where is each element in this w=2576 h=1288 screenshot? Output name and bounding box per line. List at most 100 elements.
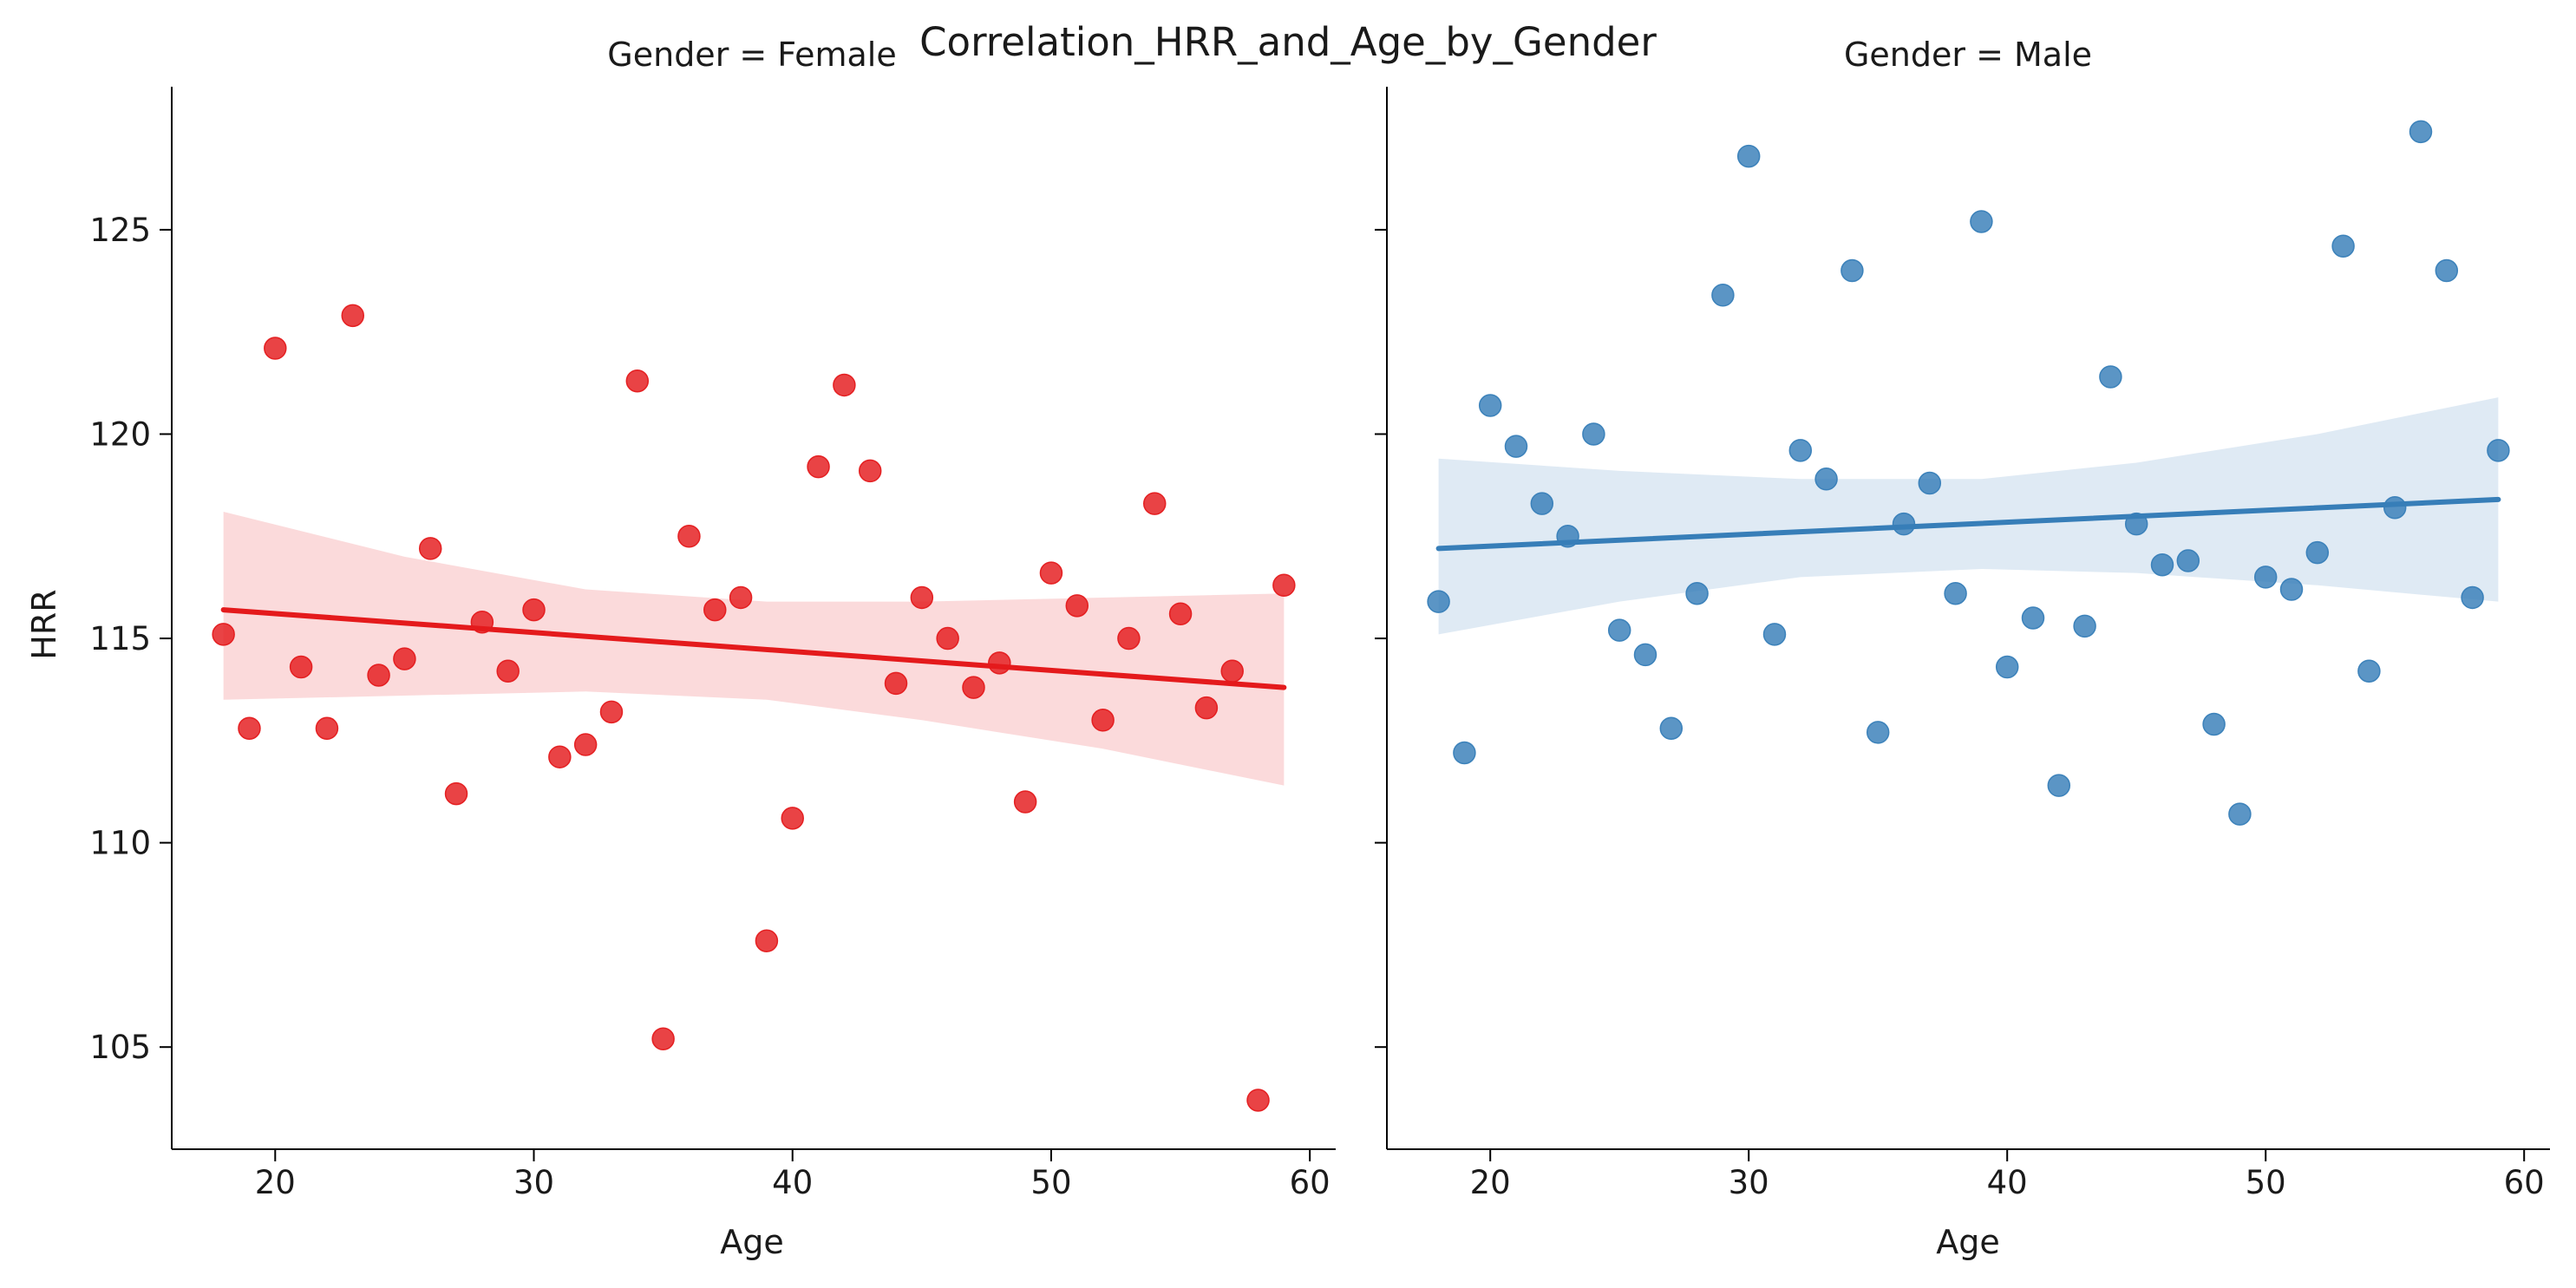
data-point: [1685, 581, 1709, 605]
x-tick-label: 50: [2246, 1164, 2286, 1201]
x-axis-label-male: Age: [1936, 1223, 2000, 1261]
y-tick-label: 125: [89, 212, 151, 249]
data-point: [2409, 120, 2433, 144]
data-point: [1194, 696, 1219, 720]
data-point: [2279, 578, 2304, 601]
data-point: [729, 585, 753, 610]
data-point: [1866, 721, 1890, 744]
data-point: [2047, 774, 2071, 797]
x-axis-label-female: Age: [720, 1223, 784, 1261]
data-point: [1892, 512, 1916, 536]
x-tick-label: 20: [1470, 1164, 1511, 1201]
y-tick-label: 110: [89, 825, 151, 862]
data-point: [1711, 284, 1735, 307]
regression-line: [220, 607, 1287, 690]
x-tick-label: 60: [2504, 1164, 2545, 1201]
x-tick-label: 30: [1729, 1164, 1769, 1201]
data-point: [858, 459, 882, 483]
data-point: [703, 598, 727, 622]
data-point: [548, 745, 572, 768]
y-tick-label: 115: [89, 620, 151, 657]
data-point: [1944, 581, 1967, 605]
data-point: [936, 626, 959, 651]
data-point: [1970, 210, 1993, 233]
data-point: [1659, 716, 1684, 740]
data-point: [1736, 144, 1761, 168]
data-point: [807, 454, 830, 479]
confidence-band: [1438, 397, 2499, 635]
data-point: [264, 337, 287, 360]
data-point: [2305, 540, 2330, 565]
data-point: [962, 676, 985, 699]
data-point: [2487, 439, 2510, 462]
data-point: [1065, 594, 1089, 618]
data-point: [212, 623, 235, 646]
data-point: [884, 671, 908, 696]
data-point: [393, 647, 416, 670]
data-point: [289, 655, 313, 679]
x-tick-label: 40: [772, 1164, 813, 1201]
data-point: [625, 369, 650, 393]
data-point: [2383, 496, 2407, 520]
chart-title: Correlation_HRR_and_Age_by_Gender: [919, 19, 1657, 65]
panel-title-female: Gender = Female: [607, 36, 896, 74]
data-point: [1142, 492, 1167, 515]
panel-male: Gender = Male Age 20 30 40 50 60: [1375, 36, 2550, 1261]
data-point: [2461, 585, 2484, 610]
data-point: [522, 598, 546, 622]
panel-title-male: Gender = Male: [1844, 36, 2092, 74]
data-point: [1039, 561, 1063, 585]
data-point: [1272, 573, 1296, 598]
data-point: [1427, 590, 1450, 613]
data-point: [1633, 643, 1657, 667]
data-point: [1168, 602, 1193, 626]
regression-line: [1435, 496, 2501, 552]
data-point: [1582, 422, 1605, 446]
data-point: [651, 1027, 675, 1051]
data-point: [1840, 258, 1864, 283]
data-point: [1530, 492, 1554, 515]
x-tick-label: 50: [1030, 1164, 1071, 1201]
data-point: [1013, 790, 1037, 814]
data-point: [2253, 566, 2278, 589]
data-point: [367, 664, 390, 687]
data-point: [238, 716, 261, 740]
data-point: [444, 781, 468, 806]
data-point: [2021, 606, 2045, 630]
data-point: [2435, 258, 2459, 283]
data-point: [1091, 709, 1115, 732]
data-point: [781, 807, 804, 830]
data-point: [1117, 626, 1141, 651]
data-point: [1814, 467, 1838, 491]
y-axis-label: HRR: [25, 589, 63, 659]
data-point: [2099, 365, 2122, 389]
data-point: [2150, 553, 2174, 577]
data-point: [988, 651, 1011, 675]
data-point: [677, 525, 701, 548]
data-point: [2331, 234, 2355, 258]
data-point: [1918, 471, 1942, 495]
data-point: [2202, 712, 2226, 736]
data-point: [418, 537, 442, 560]
data-point: [496, 659, 520, 683]
x-tick-label: 60: [1290, 1164, 1330, 1201]
y-tick-label: 120: [89, 415, 151, 453]
data-point: [1762, 623, 1787, 646]
x-tick-label: 20: [255, 1164, 296, 1201]
data-point: [2073, 614, 2096, 638]
data-point: [573, 733, 598, 756]
data-point: [1995, 655, 2019, 679]
data-point: [1788, 439, 1813, 462]
data-point: [341, 304, 365, 328]
data-point: [2357, 659, 2381, 683]
x-tick-label: 40: [1987, 1164, 2028, 1201]
data-point: [1504, 435, 1528, 458]
data-point: [599, 700, 624, 724]
data-point: [1220, 659, 1244, 683]
data-point: [315, 716, 339, 740]
data-point: [755, 929, 779, 952]
y-tick-label: 105: [89, 1029, 151, 1066]
data-point: [910, 585, 934, 610]
data-point: [1607, 618, 1631, 642]
